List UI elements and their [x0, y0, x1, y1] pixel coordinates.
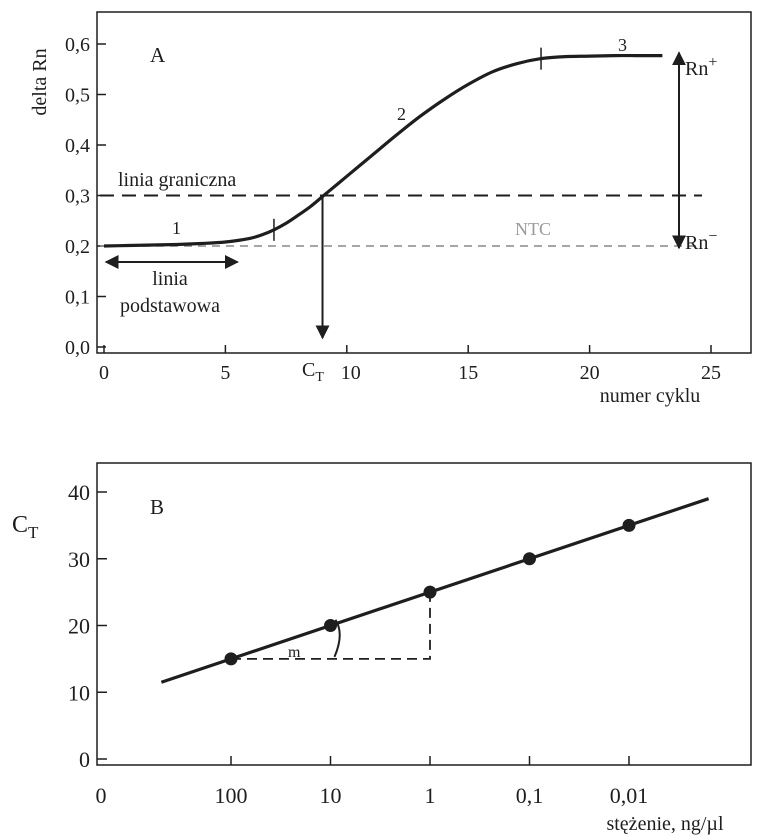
- panel-b-data-points: [224, 518, 636, 666]
- data-point: [224, 652, 238, 666]
- slope-angle-arc: [333, 619, 341, 658]
- panel-a-y-tick-label: 0,4: [65, 135, 90, 157]
- baseline-label-line1: linia: [152, 268, 188, 290]
- panel-b-y-axis-label: CT: [12, 512, 39, 542]
- slope-label: m: [288, 644, 301, 661]
- rn-plus-label: Rn+: [685, 54, 717, 80]
- amplification-curve: [103, 53, 663, 248]
- panel-b-x-origin-label: 0: [96, 783, 107, 808]
- panel-b-x-tick-label: 10: [320, 783, 342, 808]
- panel-a-y-tick-label: 0,2: [65, 236, 90, 258]
- phase-label-3: 3: [618, 35, 627, 55]
- panel-a-y-axis-label: delta Rn: [29, 48, 51, 115]
- data-point: [622, 518, 636, 532]
- slope-guide: [231, 592, 431, 660]
- phase-boundary-ticks: [273, 47, 542, 241]
- panel-b-frame: [96, 462, 752, 766]
- panel-b-y-ticks: 0 10 20 30 40: [68, 480, 107, 772]
- panel-a-y-tick-label: 0,3: [65, 186, 90, 208]
- panel-b-x-tick-label: 0,01: [610, 783, 649, 808]
- panel-b-x-axis-label: stężenie, ng/µl: [606, 813, 723, 835]
- panel-b-x-ticks: 100 10 1 0,1 0,01: [215, 756, 649, 808]
- panel-a-y-tick-label: 0,1: [65, 287, 90, 309]
- phase-label-1: 1: [172, 218, 181, 238]
- threshold-label: linia graniczna: [118, 169, 236, 191]
- panel-b-y-tick-label: 30: [68, 547, 90, 572]
- data-point: [423, 585, 437, 599]
- rn-minus-sup: −: [708, 228, 717, 245]
- panel-b-y-axis-subscript: T: [28, 523, 39, 542]
- panel-b-x-tick-label: 100: [215, 783, 248, 808]
- panel-a-y-tick-label: 0,6: [65, 34, 90, 56]
- ntc-label: NTC: [515, 219, 551, 239]
- baseline-label-line2: podstawowa: [120, 295, 220, 317]
- panel-a-x-axis-label: numer cyklu: [600, 385, 701, 407]
- panel-a-x-tick-label: 20: [580, 362, 600, 384]
- panel-b-label: B: [150, 495, 164, 519]
- panel-a-frame: [96, 11, 752, 354]
- ct-label: CT: [302, 359, 324, 385]
- panel-a-label: A: [150, 43, 166, 67]
- panel-a-y-tick-label: 0,5: [65, 85, 90, 107]
- rn-plus-sup: +: [708, 54, 717, 71]
- panel-b: B CT 0 10 20 30 40 100 10 1 0,1 0,01 0 stężenie,…: [12, 462, 752, 835]
- panel-a-y-tick-label: 0,0: [65, 337, 90, 359]
- panel-a: A delta Rn 0,0 0,1 0,2 0,3 0,4 0,5 0,6 0 5 15 20 2…: [29, 11, 752, 407]
- panel-a-x-tick-label: 10: [341, 362, 361, 384]
- panel-a-x-tick-label: 25: [701, 362, 721, 384]
- panel-b-x-tick-label: 1: [425, 783, 436, 808]
- panel-a-x-tick-label: 15: [458, 362, 478, 384]
- ct-label-subscript: T: [315, 370, 324, 385]
- panel-b-y-tick-label: 20: [68, 614, 90, 639]
- panel-b-y-tick-label: 0: [79, 747, 90, 772]
- data-point: [523, 552, 536, 566]
- panel-b-y-tick-label: 10: [68, 680, 90, 705]
- data-point: [324, 619, 337, 632]
- panel-b-y-tick-label: 40: [68, 480, 90, 505]
- panel-a-x-tick-label: 5: [220, 362, 230, 384]
- rn-minus-label: Rn−: [685, 228, 717, 254]
- panel-a-x-ticks: 0 5 15 20 25 10: [99, 345, 721, 384]
- panel-b-x-tick-label: 0,1: [516, 783, 544, 808]
- panel-a-x-tick-label: 0: [99, 362, 109, 384]
- panel-a-y-ticks: 0,0 0,1 0,2 0,3 0,4 0,5 0,6: [65, 34, 106, 359]
- phase-label-2: 2: [397, 104, 406, 124]
